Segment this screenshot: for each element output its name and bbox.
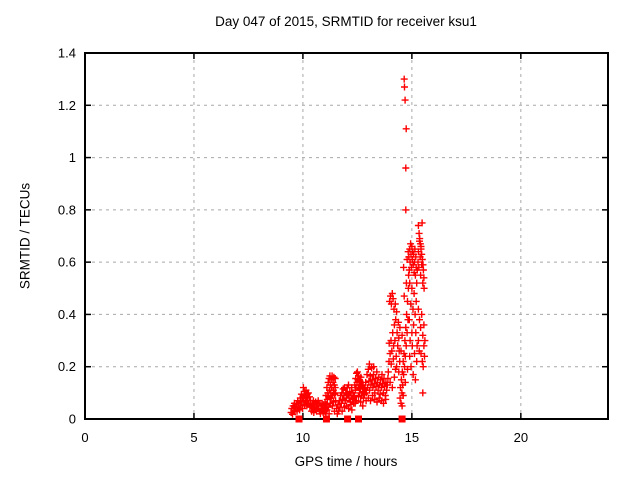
y-tick-label: 0.6 [58, 255, 76, 270]
y-tick-label: 0.2 [58, 359, 76, 374]
baseline-square-marker [295, 415, 303, 423]
baseline-square-marker [344, 415, 352, 423]
series-srmtid-plus-markers [287, 75, 429, 418]
plot-border [84, 52, 609, 420]
chart-title: Day 047 of 2015, SRMTID for receiver ksu… [215, 14, 477, 29]
baseline-square-marker [322, 415, 330, 423]
x-tick-label: 15 [405, 430, 419, 445]
y-tick-label: 0.8 [58, 202, 76, 217]
baseline-square-marker [398, 415, 406, 423]
y-tick-label: 0.4 [58, 307, 76, 322]
y-tick-label: 0 [69, 412, 76, 427]
y-tick-label: 1 [69, 150, 76, 165]
x-tick-label: 0 [81, 430, 88, 445]
x-tick-label: 10 [296, 430, 310, 445]
x-tick-label: 20 [514, 430, 528, 445]
x-axis-label: GPS time / hours [294, 454, 398, 469]
y-tick-label: 1.2 [58, 98, 76, 113]
baseline-square-marker [354, 415, 362, 423]
x-tick-label: 5 [190, 430, 197, 445]
y-tick-label: 1.4 [58, 46, 76, 61]
